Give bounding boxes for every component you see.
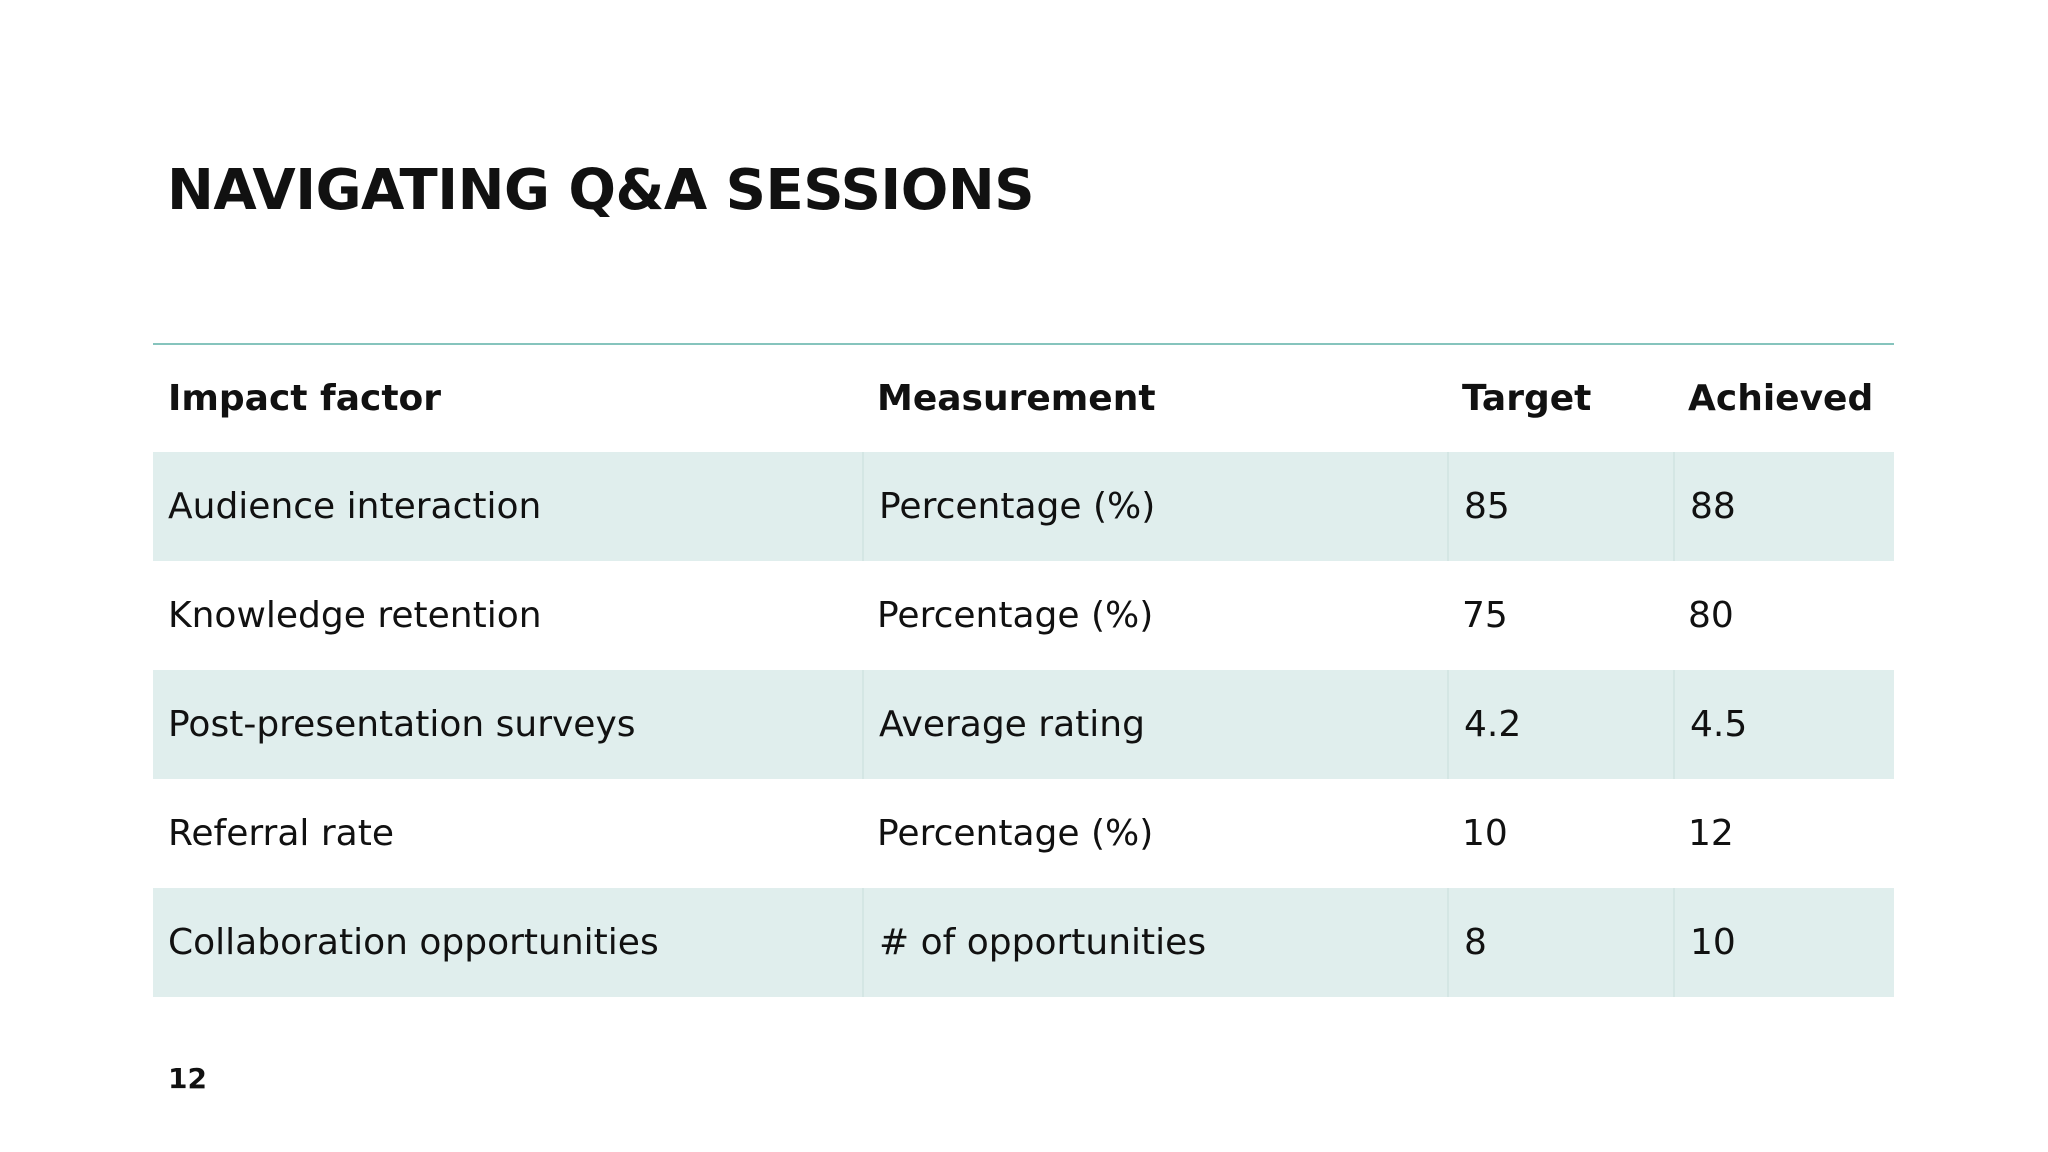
table-cell: 10 bbox=[1462, 813, 1508, 854]
column-header: Target bbox=[1462, 378, 1592, 419]
table-cell: Average rating bbox=[862, 670, 1447, 779]
table-cell: 8 bbox=[1447, 888, 1673, 997]
table-cell: Referral rate bbox=[168, 813, 394, 854]
table-cell: 12 bbox=[1688, 813, 1734, 854]
table-cell: 85 bbox=[1447, 452, 1673, 561]
page-number: 12 bbox=[168, 1062, 207, 1095]
table-row: Knowledge retention Percentage (%) 75 80 bbox=[153, 561, 1894, 670]
table-cell: Percentage (%) bbox=[877, 813, 1154, 854]
table-cell: Knowledge retention bbox=[168, 595, 542, 636]
table-cell: 88 bbox=[1673, 452, 1894, 561]
slide-title: NAVIGATING Q&A SESSIONS bbox=[167, 158, 1035, 223]
table-cell: Percentage (%) bbox=[862, 452, 1447, 561]
column-header: Impact factor bbox=[168, 378, 442, 419]
column-header: Measurement bbox=[877, 378, 1156, 419]
table-row: Post-presentation surveys Average rating 4… bbox=[153, 670, 1894, 779]
table-cell: Collaboration opportunities bbox=[168, 922, 659, 963]
header-row: Impact factor Measurement Target Achieved bbox=[153, 345, 1894, 454]
table-cell: 4.2 bbox=[1447, 670, 1673, 779]
table-cell: # of opportunities bbox=[862, 888, 1447, 997]
table-cell: 80 bbox=[1688, 595, 1734, 636]
table-cell: 4.5 bbox=[1673, 670, 1894, 779]
column-header: Achieved bbox=[1688, 378, 1874, 419]
table-row: Referral rate Percentage (%) 10 12 bbox=[153, 779, 1894, 888]
table-cell: Post-presentation surveys bbox=[168, 704, 636, 745]
table-row: Collaboration opportunities # of opportun… bbox=[153, 888, 1894, 997]
table-cell: 75 bbox=[1462, 595, 1508, 636]
table-cell: Audience interaction bbox=[168, 486, 542, 527]
table: Impact factor Measurement Target Achieved Au… bbox=[153, 343, 1894, 997]
table-row: Audience interaction Percentage (%) 85 88 bbox=[153, 452, 1894, 561]
table-cell: Percentage (%) bbox=[877, 595, 1154, 636]
table-cell: 10 bbox=[1673, 888, 1894, 997]
